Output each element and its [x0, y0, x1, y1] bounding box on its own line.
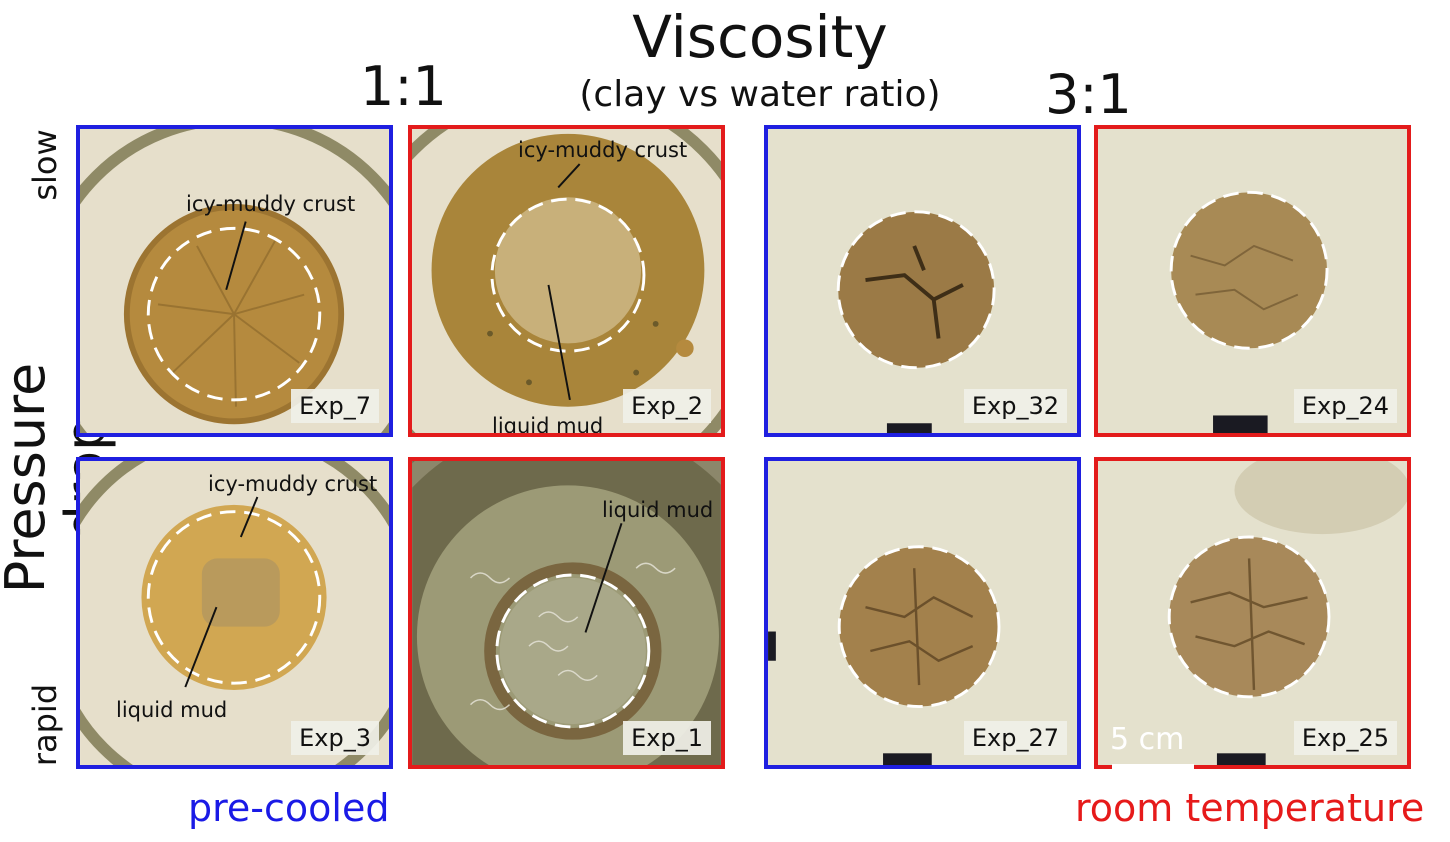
- annotation-label: icy-muddy crust: [518, 138, 688, 162]
- annotation-label: liquid mud: [602, 498, 714, 522]
- figure-title: Viscosity: [632, 3, 888, 71]
- experiment-label: Exp_2: [623, 389, 711, 423]
- room-temperature-label: room temperature: [1075, 786, 1425, 830]
- panel-exp-7: icy-muddy crust Exp_7: [76, 125, 393, 437]
- y-axis-rapid-label: rapid: [26, 683, 64, 767]
- exp-7-photo: [80, 129, 389, 433]
- exp-2-photo: [412, 129, 721, 433]
- panel-exp-1: liquid mud Exp_1: [408, 457, 725, 769]
- scale-bar-label: 5 cm: [1110, 722, 1185, 757]
- experiment-label: Exp_27: [963, 721, 1067, 755]
- scale-bar: [1112, 764, 1194, 772]
- experiment-label: Exp_32: [963, 389, 1067, 423]
- exp-1-photo: [412, 461, 721, 765]
- experiment-label: Exp_1: [623, 721, 711, 755]
- exp-32-photo: [768, 129, 1077, 433]
- experiment-label: Exp_3: [291, 721, 379, 755]
- annotation-label: liquid mud: [116, 698, 228, 722]
- ratio-right-label: 3:1: [1045, 63, 1132, 126]
- experiment-label: Exp_24: [1293, 389, 1397, 423]
- panel-exp-2: icy-muddy crust liquid mud Exp_2: [408, 125, 725, 437]
- exp-24-photo: [1098, 129, 1407, 433]
- annotation-label: liquid mud: [492, 414, 604, 437]
- y-axis-slow-label: slow: [26, 129, 64, 201]
- panel-exp-32: Exp_32: [764, 125, 1081, 437]
- experiment-label: Exp_7: [291, 389, 379, 423]
- exp-3-photo: [80, 461, 389, 765]
- panel-exp-25: Exp_25: [1094, 457, 1411, 769]
- panel-exp-27: Exp_27: [764, 457, 1081, 769]
- ratio-left-label: 1:1: [360, 55, 447, 118]
- panel-exp-3: icy-muddy crust liquid mud Exp_3: [76, 457, 393, 769]
- experiment-label: Exp_25: [1293, 721, 1397, 755]
- figure-subtitle: (clay vs water ratio): [579, 74, 941, 115]
- pre-cooled-label: pre-cooled: [188, 786, 390, 830]
- exp-25-photo: [1098, 461, 1407, 765]
- exp-27-photo: [768, 461, 1077, 765]
- annotation-label: icy-muddy crust: [186, 192, 356, 216]
- panel-exp-24: Exp_24: [1094, 125, 1411, 437]
- annotation-label: icy-muddy crust: [208, 472, 378, 496]
